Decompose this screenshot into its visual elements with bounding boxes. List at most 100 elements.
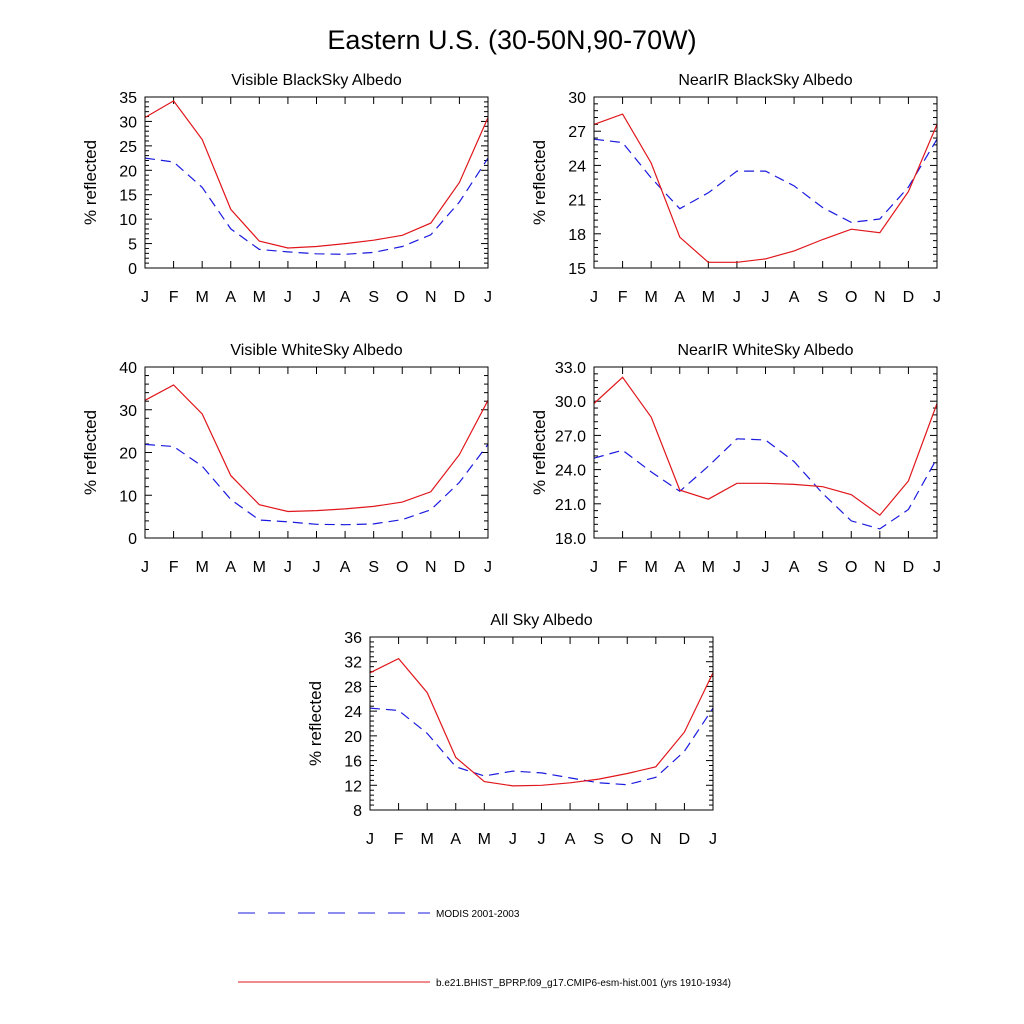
x-tick-label: J	[933, 289, 941, 306]
y-axis-label: % reflected	[530, 410, 549, 495]
x-tick-label: A	[340, 289, 351, 306]
y-axis-label: % reflected	[81, 140, 100, 225]
y-tick-label: 25	[119, 139, 137, 156]
x-tick-label: A	[674, 289, 685, 306]
x-tick-label: J	[484, 289, 492, 306]
plot-frame	[369, 636, 714, 811]
x-tick-label: A	[565, 831, 576, 848]
x-tick-label: F	[618, 289, 628, 306]
model-series-line	[144, 100, 489, 249]
plot-frame	[144, 366, 489, 539]
y-tick-label: 20	[119, 163, 137, 180]
model-series-line	[369, 657, 714, 787]
x-tick-label: D	[454, 289, 466, 306]
x-tick-label: O	[845, 289, 857, 306]
y-tick-label: 40	[119, 360, 137, 377]
x-tick-label: D	[903, 559, 915, 576]
y-tick-label: 30	[119, 114, 137, 131]
y-tick-label: 10	[119, 488, 137, 505]
y-tick-label: 5	[128, 237, 137, 254]
x-tick-label: M	[478, 831, 491, 848]
x-tick-label: A	[450, 831, 461, 848]
x-tick-label: J	[733, 559, 741, 576]
x-tick-label: A	[340, 559, 351, 576]
y-tick-label: 30.0	[555, 394, 586, 411]
y-tick-label: 24	[344, 704, 362, 721]
modis-series-line	[144, 157, 489, 255]
chart-panel-3: Visible WhiteSky Albedo % reflected 0 10 20 3…	[81, 342, 492, 576]
x-tick-label: F	[618, 559, 628, 576]
legend: MODIS 2001-2003 b.e21.BHIST_BPRP.f09_g17.…	[238, 909, 731, 989]
x-tick-label: S	[368, 289, 379, 306]
chart-panels: Visible BlackSky Albedo % reflected 0 5 10 15…	[81, 72, 941, 848]
x-tick-label: J	[284, 559, 292, 576]
legend-modis-label: MODIS 2001-2003	[436, 909, 520, 920]
x-tick-label: M	[253, 289, 266, 306]
x-tick-label: J	[141, 289, 149, 306]
modis-series-line	[369, 707, 714, 786]
panel-title: All Sky Albedo	[490, 612, 592, 629]
modis-series-line	[593, 138, 938, 224]
main-title: Eastern U.S. (30-50N,90-70W)	[327, 25, 696, 55]
x-tick-label: A	[789, 559, 800, 576]
x-tick-label: J	[509, 831, 517, 848]
x-tick-label: O	[845, 559, 857, 576]
x-tick-label: J	[709, 831, 717, 848]
x-tick-label: O	[396, 289, 408, 306]
panel-title: Visible BlackSky Albedo	[231, 72, 402, 89]
y-tick-label: 12	[344, 778, 362, 795]
x-tick-label: D	[454, 559, 466, 576]
y-tick-label: 20	[344, 729, 362, 746]
x-tick-label: M	[645, 559, 658, 576]
x-tick-label: D	[679, 831, 691, 848]
plot-frame	[593, 366, 938, 539]
x-tick-label: A	[674, 559, 685, 576]
x-tick-label: S	[368, 559, 379, 576]
x-tick-label: A	[225, 559, 236, 576]
x-tick-label: N	[874, 289, 886, 306]
model-series-line	[144, 384, 489, 513]
x-tick-label: J	[141, 559, 149, 576]
y-tick-label: 10	[119, 212, 137, 229]
x-tick-label: J	[762, 559, 770, 576]
plot-frame	[144, 96, 489, 269]
modis-series-line	[593, 438, 938, 530]
y-tick-label: 24.0	[555, 463, 586, 480]
x-tick-label: D	[903, 289, 915, 306]
x-tick-label: F	[169, 559, 179, 576]
x-tick-label: M	[702, 289, 715, 306]
y-axis-label: % reflected	[306, 681, 325, 766]
y-tick-label: 16	[344, 754, 362, 771]
y-tick-label: 0	[128, 261, 137, 278]
x-tick-label: M	[196, 559, 209, 576]
y-tick-label: 30	[119, 403, 137, 420]
x-tick-label: A	[225, 289, 236, 306]
x-tick-label: J	[733, 289, 741, 306]
x-tick-label: S	[817, 559, 828, 576]
x-tick-label: J	[484, 559, 492, 576]
chart-panel-1: Visible BlackSky Albedo % reflected 0 5 10 15…	[81, 72, 492, 306]
x-tick-label: M	[196, 289, 209, 306]
x-tick-label: J	[590, 289, 598, 306]
x-tick-label: F	[169, 289, 179, 306]
y-axis-label: % reflected	[530, 140, 549, 225]
y-tick-label: 15	[568, 261, 586, 278]
legend-model-label: b.e21.BHIST_BPRP.f09_g17.CMIP6-esm-hist.…	[436, 978, 731, 989]
x-tick-label: M	[645, 289, 658, 306]
x-tick-label: J	[313, 559, 321, 576]
x-tick-label: N	[650, 831, 662, 848]
y-tick-label: 27	[568, 124, 586, 141]
y-tick-label: 27.0	[555, 428, 586, 445]
x-tick-label: J	[313, 289, 321, 306]
plot-frame	[593, 96, 938, 269]
x-tick-label: J	[366, 831, 374, 848]
y-tick-label: 35	[119, 90, 137, 107]
panel-title: NearIR BlackSky Albedo	[678, 72, 852, 89]
y-tick-label: 30	[568, 90, 586, 107]
panel-title: Visible WhiteSky Albedo	[230, 342, 402, 359]
x-tick-label: J	[538, 831, 546, 848]
y-tick-label: 0	[128, 531, 137, 548]
y-tick-label: 8	[353, 803, 362, 820]
x-tick-label: J	[590, 559, 598, 576]
